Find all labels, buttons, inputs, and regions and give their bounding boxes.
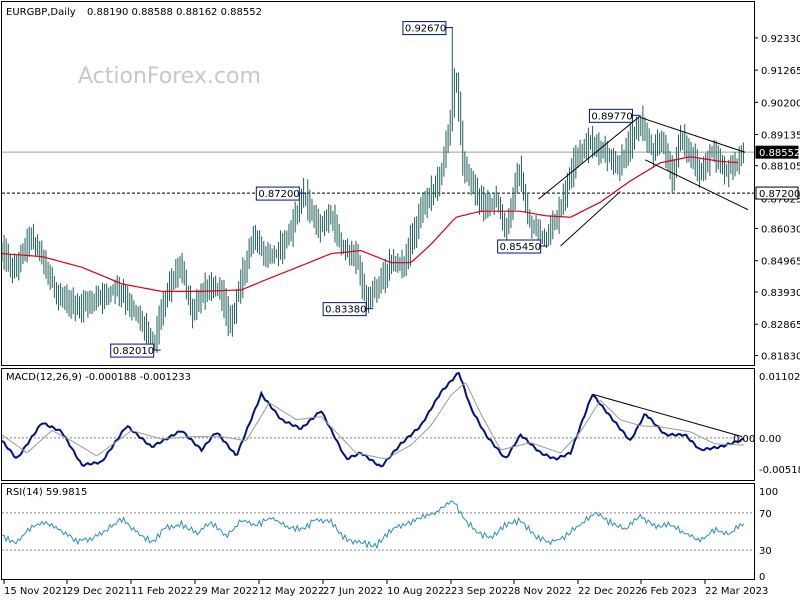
price-ohlc-readout: 0.88190 0.88588 0.88162 0.88552 [87, 7, 262, 18]
label-text: 0.85450 [500, 242, 541, 253]
price-extreme-label: 0.82010 [110, 343, 161, 358]
price-tick-label: 0.91265 [761, 66, 800, 77]
price-tick-label: 0.81830 [761, 352, 800, 363]
label-text: 0.82010 [113, 346, 154, 357]
rsi-lines [2, 500, 754, 551]
trend-channel-line [640, 116, 746, 153]
price-annotations: 0.92670 0.89770 0.87200 0.85450 0.83380 0.820… [110, 21, 640, 358]
price-symbol-label: EURGBP,Daily [6, 7, 76, 18]
support-level-badge: 0.87200 [755, 186, 800, 200]
rsi-tick-label: 0 [759, 572, 765, 583]
label-text: 0.83380 [325, 305, 366, 316]
price-extreme-label: 0.92670 [402, 21, 453, 36]
trend-channels [538, 115, 749, 247]
price-tick-label: 0.88105 [761, 162, 800, 173]
label-text: 0.89770 [591, 111, 632, 122]
time-tick-label: 27 Jun 2022 [323, 586, 383, 597]
price-tick-label: 0.90200 [761, 98, 800, 109]
macd-trendline [592, 393, 743, 438]
price-tick-label: 0.82865 [761, 320, 800, 331]
time-tick-label: 15 Nov 2021 [4, 586, 68, 597]
time-tick-label: 12 May 2022 [259, 586, 324, 597]
moving-average-line [1, 156, 739, 292]
current-price-badge: 0.88552 [755, 145, 800, 159]
time-tick-label: 23 Sep 2022 [451, 586, 514, 597]
badge-text: 0.88552 [759, 148, 800, 159]
macd-main-line [1, 371, 745, 468]
price-tick-label: 0.87025 [761, 194, 800, 205]
macd-axis: 0.011023 0.00 -0.005182 0.00 [733, 372, 800, 476]
price-tick-label: 0.86030 [761, 224, 800, 235]
rsi-tick-label: 70 [759, 509, 772, 520]
price-tick-label: 0.92330 [761, 34, 800, 45]
price-tick-label: 0.83930 [761, 288, 800, 299]
macd-zero-label: 0.00 [733, 434, 755, 445]
price-axis: 0.92330 0.91265 0.90200 0.89135 0.88105 0.870… [754, 34, 800, 363]
macd-tick-label: 0.011023 [759, 372, 800, 383]
macd-tick-label: 0.00 [759, 434, 781, 445]
watermark: ActionForex.com [78, 64, 261, 89]
rsi-axis: 100 70 30 0 [759, 487, 778, 583]
price-tick-label: 0.84965 [761, 257, 800, 268]
badge-box [755, 145, 799, 159]
macd-title: MACD(12,26,9) -0.000188 -0.001233 [6, 372, 191, 383]
time-tick-label: 10 Aug 2022 [387, 586, 451, 597]
price-panel-frame [1, 1, 755, 366]
time-tick-label: 22 Mar 2023 [705, 586, 768, 597]
time-tick-label: 22 Dec 2022 [578, 586, 642, 597]
macd-signal-line [1, 382, 744, 460]
label-text: 0.92670 [405, 24, 446, 35]
rsi-tick-label: 100 [759, 487, 778, 498]
trend-channel-line [645, 159, 749, 211]
price-extreme-label: 0.83380 [322, 302, 374, 317]
time-tick-label: 6 Feb 2023 [641, 586, 697, 597]
price-tick-label: 0.89135 [761, 131, 800, 142]
rsi-tick-label: 30 [759, 546, 772, 557]
rsi-title: RSI(14) 59.9815 [6, 487, 87, 498]
badge-box [755, 186, 799, 200]
moving-average-group [1, 156, 739, 292]
rsi-panel-frame [1, 483, 755, 580]
macd-panel-frame [1, 368, 755, 481]
macd-lines [1, 371, 754, 468]
time-tick-label: 29 Dec 2021 [67, 586, 131, 597]
trend-channel-line [560, 191, 621, 247]
rsi-line [2, 500, 745, 550]
trend-channel-line [538, 115, 641, 200]
price-extreme-label: 0.89770 [588, 108, 640, 123]
price-extreme-label: 0.85450 [497, 239, 548, 254]
macd-tick-label: -0.005182 [759, 465, 800, 476]
time-tick-label: 11 Feb 2022 [131, 586, 193, 597]
label-text: 0.87200 [258, 189, 299, 200]
time-tick-label: 29 Mar 2022 [195, 586, 258, 597]
time-tick-label: 8 Nov 2022 [514, 586, 572, 597]
badge-text: 0.87200 [759, 189, 800, 200]
price-extreme-label: 0.87200 [255, 186, 307, 201]
